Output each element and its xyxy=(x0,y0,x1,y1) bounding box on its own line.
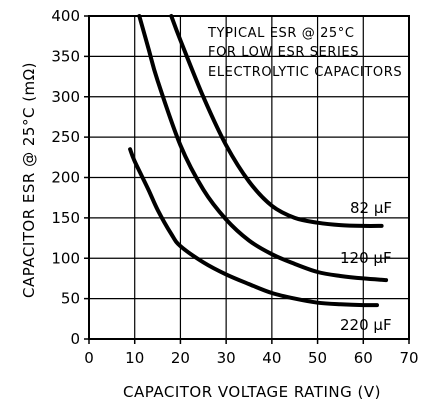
y-tick-label: 100 xyxy=(51,249,80,267)
series-line-82uf xyxy=(169,14,384,228)
series-label-120uf: 120 µF xyxy=(340,249,392,267)
y-tick-label: 250 xyxy=(51,128,80,146)
y-tick-label: 350 xyxy=(51,47,80,65)
series-line-220uf xyxy=(128,147,379,308)
x-tick-label: 50 xyxy=(308,349,327,367)
x-tick-label: 60 xyxy=(354,349,373,367)
x-tick-label: 40 xyxy=(262,349,281,367)
y-axis-title: CAPACITOR ESR @ 25°C (mΩ) xyxy=(20,62,38,298)
y-tick-label: 200 xyxy=(51,169,80,187)
x-tick-label: 70 xyxy=(399,349,418,367)
annotation-line-2: FOR LOW ESR SERIES xyxy=(208,45,359,60)
x-axis-title: CAPACITOR VOLTAGE RATING (V) xyxy=(123,383,381,401)
x-tick-label: 20 xyxy=(171,349,190,367)
y-tick-label: 400 xyxy=(51,7,80,25)
x-tick-label: 30 xyxy=(217,349,236,367)
series-line-120uf xyxy=(137,14,389,283)
series-label-220uf: 220 µF xyxy=(340,316,392,334)
annotation-line-1: TYPICAL ESR @ 25°C xyxy=(207,26,355,41)
grid xyxy=(89,16,409,339)
curves xyxy=(128,14,389,308)
axis-ticks: 0 10 20 30 40 50 60 70 0 50 100 150 200 250 300 350 400 xyxy=(51,7,418,367)
y-tick-label: 300 xyxy=(51,88,80,106)
x-tick-label: 0 xyxy=(84,349,94,367)
x-tick-label: 10 xyxy=(125,349,144,367)
y-tick-label: 50 xyxy=(61,290,80,308)
y-tick-label: 0 xyxy=(70,330,80,348)
series-label-82uf: 82 µF xyxy=(350,199,392,217)
annotation-line-3: ELECTROLYTIC CAPACITORS xyxy=(208,65,402,80)
y-tick-label: 150 xyxy=(51,209,80,227)
